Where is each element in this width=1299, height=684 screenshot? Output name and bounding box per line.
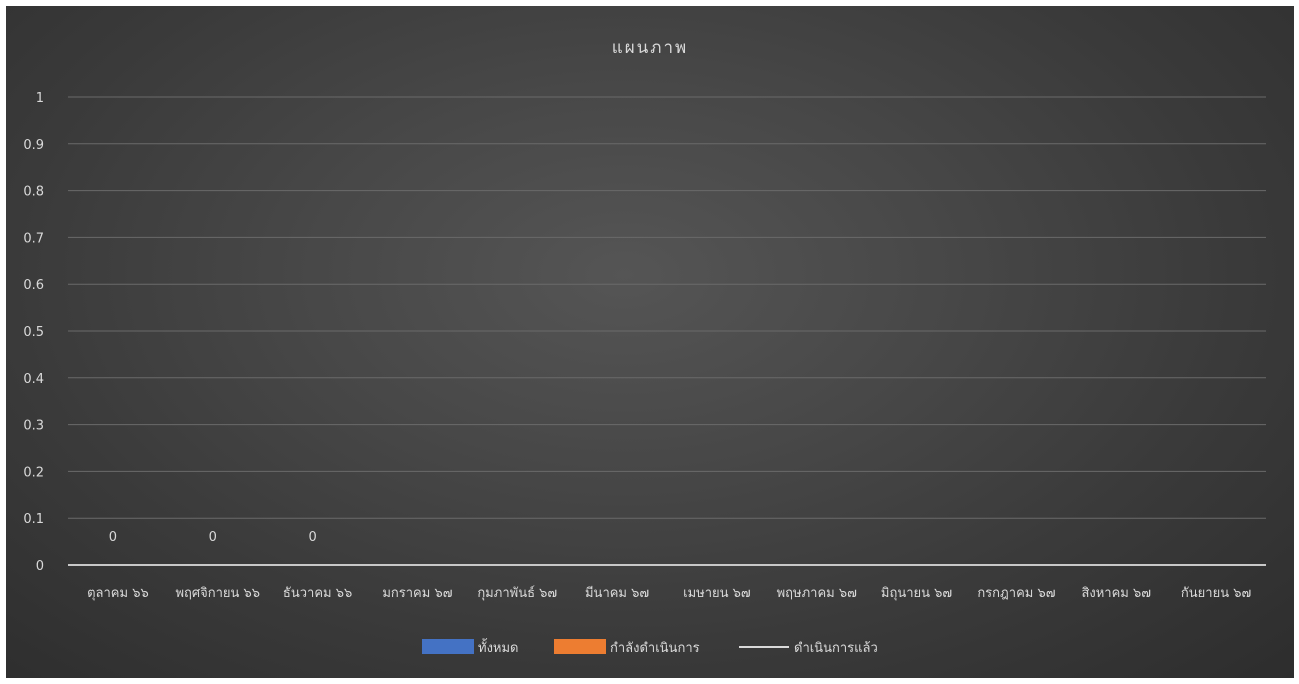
x-category-label: กุมภาพันธ์ ๖๗ xyxy=(477,585,557,601)
y-tick-label: 1 xyxy=(36,91,44,106)
x-category-label: มกราคม ๖๗ xyxy=(382,586,452,601)
x-category-label: กันยายน ๖๗ xyxy=(1181,586,1251,601)
x-category-label: พฤศจิกายน ๖๖ xyxy=(175,586,260,601)
y-tick-label: 0.9 xyxy=(23,138,44,153)
legend-label: กำลังดำเนินการ xyxy=(610,641,700,656)
y-tick-label: 0.4 xyxy=(23,372,44,387)
y-tick-label: 0.1 xyxy=(23,512,44,527)
data-label: 0 xyxy=(209,530,217,545)
x-category-label: สิงหาคม ๖๗ xyxy=(1081,586,1151,601)
y-axis-ticks: 0 0.1 0.2 0.3 0.4 0.5 0.6 0.7 0.8 0.9 1 xyxy=(23,91,44,574)
data-labels: 0 0 0 xyxy=(109,530,317,545)
y-tick-label: 0 xyxy=(36,559,44,574)
y-tick-label: 0.3 xyxy=(23,419,44,434)
x-category-label: มิถุนายน ๖๗ xyxy=(881,586,952,601)
y-tick-label: 0.6 xyxy=(23,278,44,293)
x-category-label: เมษายน ๖๗ xyxy=(683,586,751,601)
y-tick-label: 0.7 xyxy=(23,231,44,246)
data-label: 0 xyxy=(109,530,117,545)
y-tick-label: 0.2 xyxy=(23,465,44,480)
y-tick-label: 0.8 xyxy=(23,185,44,200)
y-tick-label: 0.5 xyxy=(23,325,44,340)
data-label: 0 xyxy=(308,530,316,545)
legend: ทั้งหมด กำลังดำเนินการ ดำเนินการแล้ว xyxy=(422,638,878,656)
legend-swatch xyxy=(554,639,606,654)
legend-swatch xyxy=(422,639,474,654)
x-category-label: พฤษภาคม ๖๗ xyxy=(777,586,857,601)
x-category-label: กรกฎาคม ๖๗ xyxy=(977,586,1055,601)
x-category-label: ตุลาคม ๖๖ xyxy=(87,586,149,601)
x-axis-categories: ตุลาคม ๖๖ พฤศจิกายน ๖๖ ธันวาคม ๖๖ มกราคม ๖๗… xyxy=(87,585,1251,601)
legend-label: ดำเนินการแล้ว xyxy=(794,641,878,656)
gridlines xyxy=(68,96,1266,566)
x-category-label: ธันวาคม ๖๖ xyxy=(283,586,352,601)
x-category-label: มีนาคม ๖๗ xyxy=(585,585,649,601)
chart-title: แผนภาพ xyxy=(612,38,689,58)
legend-label: ทั้งหมด xyxy=(478,638,519,656)
